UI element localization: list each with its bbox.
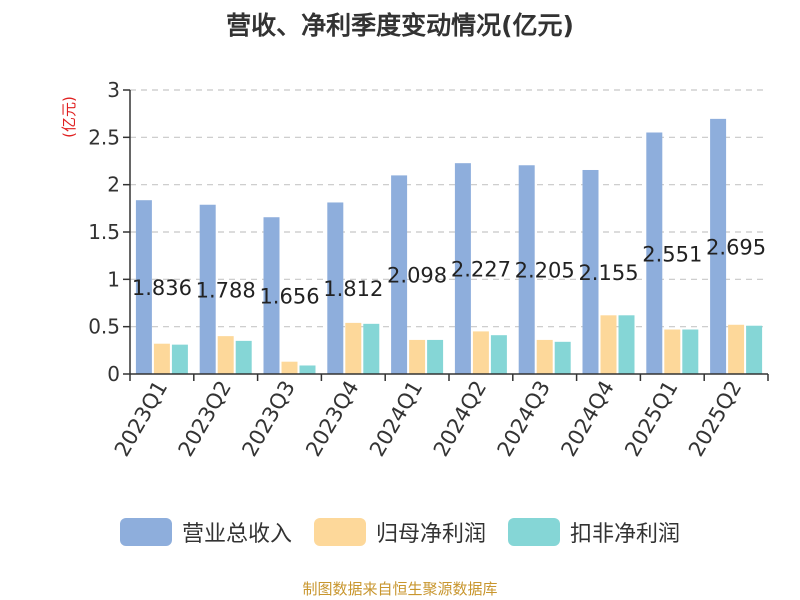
bar-2023Q1-series-3 (171, 344, 188, 374)
chart-title: 营收、净利季度变动情况(亿元) (226, 11, 574, 40)
legend-item-2[interactable]: 归母净利润 (313, 516, 486, 548)
data-label: 2.551 (642, 242, 702, 266)
bar-2023Q3-series-1 (263, 217, 280, 374)
x-tick-label: 2024Q4 (556, 377, 618, 461)
data-label: 1.788 (196, 278, 256, 302)
bars (135, 118, 763, 374)
bar-2023Q4-series-2 (345, 322, 362, 374)
bar-2025Q2-series-1 (710, 118, 727, 374)
data-label: 2.695 (706, 235, 766, 259)
x-axis-tick-labels: 2023Q1 2023Q2 2023Q3 2023Q4 2024Q1 2024Q2 2024… (110, 377, 747, 461)
y-tick-label: 1.5 (88, 220, 120, 244)
y-tick-label: 3 (107, 78, 120, 102)
legend-swatch (119, 518, 172, 546)
legend-swatch (508, 518, 560, 546)
bar-2024Q3-series-3 (554, 341, 571, 374)
bar-2023Q1-series-2 (153, 343, 170, 374)
bar-2023Q1-series-1 (135, 200, 152, 374)
y-axis-label: (亿元) (60, 96, 78, 138)
y-tick-label: 2 (107, 173, 120, 197)
x-tick-label: 2023Q4 (301, 377, 363, 461)
legend-label: 营业总收入 (181, 522, 292, 547)
y-tick-label: 0.5 (88, 315, 120, 339)
bar-2024Q2-series-2 (472, 331, 489, 374)
x-tick-label: 2025Q2 (684, 377, 746, 461)
y-tick-label: 1 (107, 267, 120, 291)
x-tick-label: 2023Q3 (237, 377, 299, 461)
bar-2024Q4-series-3 (618, 315, 635, 374)
bar-2024Q3-series-1 (518, 165, 535, 374)
data-label: 2.098 (387, 264, 447, 288)
x-tick-label: 2023Q1 (110, 377, 172, 461)
data-label: 1.656 (259, 285, 319, 309)
x-tick-label: 2023Q2 (174, 377, 236, 461)
bar-2025Q1-series-1 (646, 132, 663, 374)
legend-label: 扣非净利润 (570, 522, 681, 547)
bar-2025Q1-series-3 (682, 329, 699, 374)
data-source-note: 制图数据来自恒生聚源数据库 (302, 580, 498, 598)
legend-label: 归母净利润 (375, 522, 486, 547)
bar-2023Q2-series-3 (235, 340, 252, 374)
legend-swatch (313, 518, 366, 546)
data-label: 2.227 (451, 258, 511, 282)
x-tick-label: 2024Q3 (493, 377, 555, 461)
bar-2024Q2-series-1 (454, 163, 471, 374)
bar-2023Q3-series-3 (299, 365, 316, 374)
data-label: 2.155 (578, 261, 638, 285)
data-label: 1.836 (132, 276, 192, 300)
x-tick-label: 2024Q2 (429, 377, 491, 461)
legend-item-3[interactable]: 扣非净利润 (508, 516, 680, 548)
y-tick-label: 0 (107, 362, 120, 386)
legend: 营业总收入 归母净利润 扣非净利润 (0, 516, 800, 548)
bar-2023Q2-series-2 (217, 336, 234, 374)
y-axis-ticks: 0 0.5 1 1.5 2 2.5 3 (88, 78, 130, 386)
bar-2023Q3-series-2 (281, 361, 298, 374)
bar-2024Q4-series-1 (582, 169, 599, 374)
bar-2024Q4-series-2 (600, 315, 617, 374)
bar-2023Q4-series-1 (327, 202, 344, 374)
data-label: 1.812 (323, 277, 383, 301)
bar-2024Q2-series-3 (490, 335, 507, 374)
x-axis (129, 90, 769, 381)
bar-2024Q1-series-2 (409, 339, 426, 374)
legend-item-1[interactable]: 营业总收入 (119, 516, 292, 548)
bar-2023Q2-series-1 (199, 204, 216, 374)
bar-2024Q1-series-1 (391, 175, 408, 374)
bar-2024Q1-series-3 (427, 339, 444, 374)
bar-2025Q2-series-3 (746, 325, 763, 374)
x-tick-label: 2025Q1 (620, 377, 682, 461)
data-label: 2.205 (515, 259, 575, 283)
y-tick-label: 2.5 (88, 125, 120, 149)
bar-2025Q1-series-2 (664, 329, 681, 374)
bar-2025Q2-series-2 (728, 324, 745, 374)
bar-2023Q4-series-3 (363, 323, 380, 374)
x-tick-label: 2024Q1 (365, 377, 427, 461)
bar-2024Q3-series-2 (536, 339, 553, 374)
